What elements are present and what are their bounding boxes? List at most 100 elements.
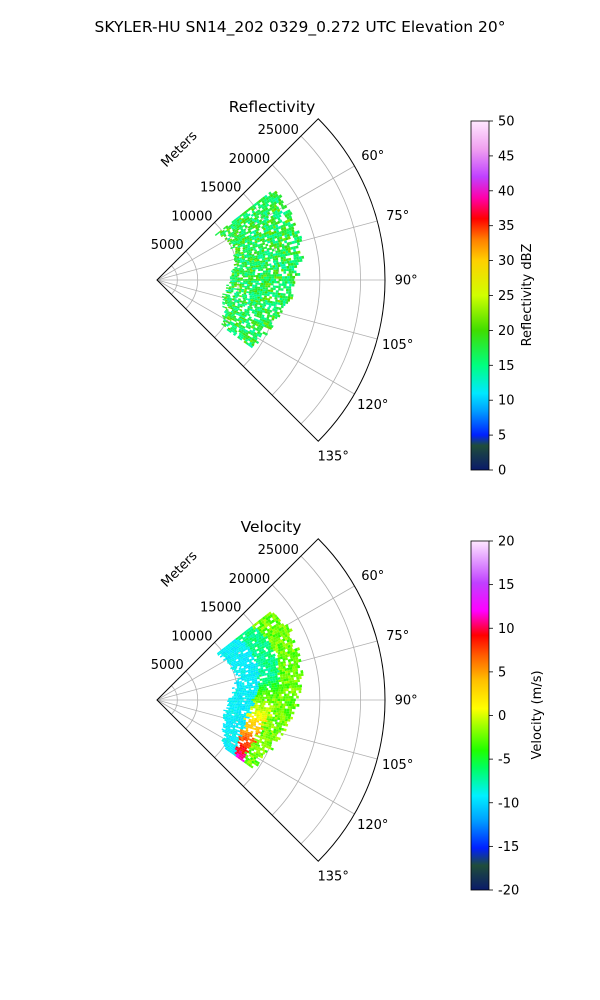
range-gate-cell xyxy=(291,648,296,653)
range-gate-cell xyxy=(240,310,244,314)
range-gate-cell xyxy=(275,696,278,699)
range-gate-cell xyxy=(246,750,250,754)
range-gate-cell xyxy=(230,737,234,741)
range-gate-cell xyxy=(242,270,246,273)
range-gate-cell xyxy=(255,689,258,692)
range-gate-cell xyxy=(236,738,240,742)
range-gate-cell xyxy=(243,221,247,225)
range-gate-cell xyxy=(237,640,242,644)
range-gate-cell xyxy=(252,669,256,673)
range-gate-cell xyxy=(233,670,237,674)
range-gate-cell xyxy=(254,249,258,253)
range-gate-cell xyxy=(265,688,269,691)
range-gate-cell xyxy=(229,277,233,280)
range-gate-cell xyxy=(276,276,280,279)
range-gate-cell xyxy=(266,738,270,742)
range-gate-cell xyxy=(233,288,237,290)
range-gate-cell xyxy=(236,279,240,281)
range-gate-cell xyxy=(239,705,243,708)
range-gate-cell xyxy=(278,679,282,683)
range-gate-cell xyxy=(228,318,232,322)
range-gate-cell xyxy=(248,744,252,748)
range-gate-cell xyxy=(242,737,246,741)
range-gate-cell xyxy=(257,744,261,748)
range-gate-cell xyxy=(266,315,270,319)
range-gate-cell xyxy=(271,217,275,222)
range-gate-cell xyxy=(272,308,276,312)
range-gate-cell xyxy=(235,754,239,758)
range-gate-cell xyxy=(277,621,282,626)
range-gate-cell xyxy=(282,635,286,639)
range-gate-cell xyxy=(258,716,262,720)
range-gate-cell xyxy=(223,654,227,658)
range-gate-cell xyxy=(249,264,253,267)
range-gate-cell xyxy=(255,282,258,285)
range-gate-cell xyxy=(222,301,225,304)
range-gate-cell xyxy=(237,659,241,663)
range-gate-cell xyxy=(264,679,268,683)
range-gate-cell xyxy=(261,200,266,204)
range-gate-cell xyxy=(246,691,250,694)
range-gate-cell xyxy=(271,612,276,617)
range-gate-cell xyxy=(272,698,275,702)
range-gate-cell xyxy=(241,300,245,304)
range-gate-cell xyxy=(246,273,250,276)
range-gate-cell xyxy=(252,741,256,745)
range-gate-cell xyxy=(239,702,243,705)
range-gate-cell xyxy=(247,648,251,652)
range-gate-cell xyxy=(267,289,271,292)
range-gate-cell xyxy=(262,284,266,288)
range-gate-cell xyxy=(250,275,254,278)
range-gate-cell xyxy=(234,255,238,258)
range-gate-cell xyxy=(238,668,242,672)
range-gate-cell xyxy=(252,255,256,259)
range-gate-cell xyxy=(246,704,249,707)
range-gate-cell xyxy=(236,301,240,304)
range-gate-cell xyxy=(278,689,281,692)
range-gate-cell xyxy=(259,290,263,294)
range-gate-cell xyxy=(229,276,233,278)
range-gate-cell xyxy=(245,637,249,641)
range-gate-cell xyxy=(229,728,233,732)
range-gate-cell xyxy=(251,237,255,241)
range-gate-cell xyxy=(282,646,286,651)
range-gate-cell xyxy=(290,226,295,230)
range-gate-cell xyxy=(262,732,266,736)
range-gate-cell xyxy=(260,638,264,642)
range-gate-cell xyxy=(242,729,246,733)
range-gate-cell xyxy=(276,234,280,238)
range-gate-cell xyxy=(248,663,252,666)
range-gate-cell xyxy=(274,701,277,704)
range-gate-cell xyxy=(238,653,242,657)
range-gate-cell xyxy=(268,746,272,750)
range-gate-cell xyxy=(263,721,267,725)
range-gate-cell xyxy=(287,653,291,657)
range-gate-cell xyxy=(233,744,237,748)
range-gate-cell xyxy=(241,692,245,695)
range-gate-cell xyxy=(249,306,253,310)
range-gate-cell xyxy=(244,289,247,292)
range-gate-cell xyxy=(263,232,267,236)
range-gate-cell xyxy=(236,288,240,291)
range-gate-cell xyxy=(250,743,254,747)
colorbar-tick-label: -20 xyxy=(498,884,519,899)
range-gate-cell xyxy=(264,212,269,217)
range-gate-cell xyxy=(269,633,273,637)
range-gate-cell xyxy=(268,278,271,281)
range-gate-cell xyxy=(294,703,297,707)
range-gate-cell xyxy=(266,199,271,204)
range-gate-cell xyxy=(231,702,235,704)
range-gate-cell xyxy=(272,301,276,304)
range-gate-cell xyxy=(265,728,269,732)
range-gate-cell xyxy=(278,708,282,711)
range-gate-cell xyxy=(225,746,229,749)
range-gate-cell xyxy=(253,721,257,725)
range-gate-cell xyxy=(257,663,261,667)
range-gate-cell xyxy=(273,682,277,686)
range-gate-cell xyxy=(251,719,254,722)
range-gate-cell xyxy=(266,274,269,277)
range-gate-cell xyxy=(281,727,285,731)
range-gate-cell xyxy=(244,716,248,719)
range-gate-cell xyxy=(286,693,290,697)
range-gate-cell xyxy=(257,696,260,699)
